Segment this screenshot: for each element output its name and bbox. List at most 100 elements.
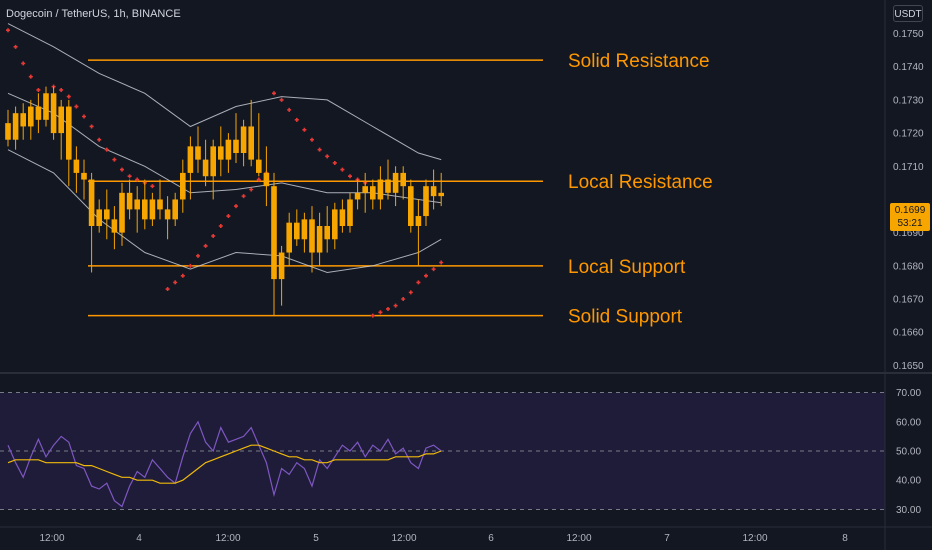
candle-body xyxy=(50,93,57,134)
sar-point xyxy=(28,74,33,79)
bollinger-lower xyxy=(7,149,442,274)
price-tick-label: 0.1750 xyxy=(893,29,924,40)
candle-body xyxy=(233,139,239,153)
candle-countdown: 53:21 xyxy=(897,218,923,229)
candle-body xyxy=(278,252,285,280)
candle-body xyxy=(248,126,254,160)
candle-body xyxy=(88,179,95,226)
candle-body xyxy=(149,199,156,220)
candle-body xyxy=(332,209,338,240)
sar-point xyxy=(302,127,307,132)
sar-point xyxy=(120,167,124,172)
candle-body xyxy=(73,159,80,173)
candle-body xyxy=(392,172,399,193)
candle-body xyxy=(172,199,178,220)
bollinger-upper xyxy=(7,23,442,161)
candle-body xyxy=(96,209,102,226)
rsi-tick-label: 70.00 xyxy=(896,388,921,399)
rsi-panel[interactable] xyxy=(0,392,885,510)
sar-point xyxy=(279,97,284,102)
bollinger-mid xyxy=(7,92,442,204)
candle-body xyxy=(195,146,201,160)
candle-body xyxy=(370,186,376,200)
sar-point xyxy=(416,280,421,285)
candle-body xyxy=(111,219,118,233)
sar-point xyxy=(408,290,413,295)
candle-body xyxy=(354,192,361,200)
rsi-tick-label: 50.00 xyxy=(896,447,921,458)
candle-body xyxy=(225,139,232,160)
candle-body xyxy=(324,226,330,240)
candle-body xyxy=(164,209,171,220)
price-tick-label: 0.1740 xyxy=(893,62,924,73)
sar-point xyxy=(36,87,41,92)
sar-point xyxy=(378,310,383,315)
candle-body xyxy=(430,186,437,197)
currency-selector[interactable]: USDT xyxy=(893,5,923,22)
price-tick-label: 0.1690 xyxy=(893,228,924,239)
sar-point xyxy=(21,61,26,66)
candle-body xyxy=(66,106,72,160)
candle-body xyxy=(271,186,277,280)
sar-point xyxy=(256,177,261,182)
rsi-tick-label: 30.00 xyxy=(896,505,921,516)
candle-body xyxy=(28,106,34,127)
candle-body xyxy=(385,179,391,193)
candle-body xyxy=(104,209,110,220)
price-tick-label: 0.1720 xyxy=(893,129,924,140)
sar-point xyxy=(59,87,64,92)
level-label: Solid Resistance xyxy=(568,51,710,72)
candle-body xyxy=(202,159,209,177)
rsi-ma-line xyxy=(7,444,442,484)
sar-point xyxy=(211,233,216,238)
candle-body xyxy=(256,159,262,173)
sar-point xyxy=(203,243,208,248)
candle-body xyxy=(187,146,194,173)
sar-point xyxy=(287,107,292,112)
candle-body xyxy=(316,226,323,253)
sar-point xyxy=(340,167,345,172)
candle-body xyxy=(263,172,270,187)
candle-body xyxy=(309,219,315,253)
candle-body xyxy=(157,199,163,210)
time-tick-label: 6 xyxy=(488,533,494,544)
price-tick-label: 0.1730 xyxy=(893,95,924,106)
sar-point xyxy=(370,313,375,318)
candle-body xyxy=(408,186,414,226)
time-tick-label: 4 xyxy=(136,533,142,544)
sar-point xyxy=(218,224,223,228)
candle-body xyxy=(126,192,133,210)
last-price-tag: 0.1699 53:21 xyxy=(890,203,930,231)
price-tick-label: 0.1670 xyxy=(893,295,924,306)
time-tick-label: 7 xyxy=(664,533,670,544)
rsi-line xyxy=(7,420,442,508)
price-tick-label: 0.1710 xyxy=(893,162,924,173)
candlestick-panel[interactable]: Solid Resistance Local Resistance Local Su… xyxy=(5,23,713,328)
candle-body xyxy=(81,172,87,180)
candle-body xyxy=(58,106,64,134)
candle-body xyxy=(286,222,292,253)
symbol-title: Dogecoin / TetherUS, 1h, BINANCE xyxy=(6,8,181,20)
sar-point xyxy=(325,154,330,159)
sar-point xyxy=(74,104,79,109)
candle-body xyxy=(347,199,353,226)
level-label: Local Support xyxy=(568,257,686,278)
rsi-tick-label: 40.00 xyxy=(896,476,921,487)
sar-point xyxy=(332,160,337,165)
rsi-tick-label: 60.00 xyxy=(896,417,921,428)
time-tick-label: 5 xyxy=(313,533,319,544)
sar-point xyxy=(6,28,10,33)
time-tick-label: 12:00 xyxy=(742,533,767,544)
sar-point xyxy=(89,124,94,129)
sar-point xyxy=(165,287,170,292)
sar-point xyxy=(401,297,406,301)
last-price: 0.1699 xyxy=(894,205,926,216)
sar-point xyxy=(150,184,155,189)
sar-point xyxy=(188,263,193,268)
candle-body xyxy=(415,216,422,226)
sar-point xyxy=(317,147,322,152)
time-tick-label: 12:00 xyxy=(39,533,64,544)
candle-body xyxy=(339,209,346,226)
time-tick-label: 12:00 xyxy=(391,533,416,544)
